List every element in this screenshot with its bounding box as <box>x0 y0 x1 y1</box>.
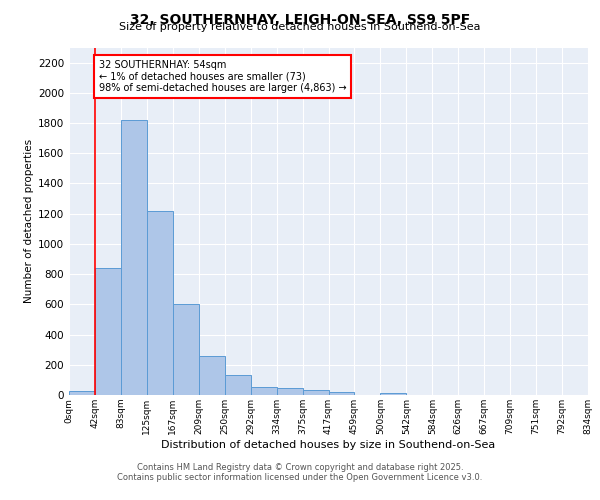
Bar <box>329 392 355 395</box>
Text: Size of property relative to detached houses in Southend-on-Sea: Size of property relative to detached ho… <box>119 22 481 32</box>
Bar <box>147 210 173 395</box>
Text: 32, SOUTHERNHAY, LEIGH-ON-SEA, SS9 5PF: 32, SOUTHERNHAY, LEIGH-ON-SEA, SS9 5PF <box>130 12 470 26</box>
Y-axis label: Number of detached properties: Number of detached properties <box>24 139 34 304</box>
Bar <box>69 391 95 395</box>
Bar <box>277 388 302 395</box>
Bar <box>380 392 406 395</box>
Text: Contains public sector information licensed under the Open Government Licence v3: Contains public sector information licen… <box>118 472 482 482</box>
Bar <box>95 268 121 395</box>
Bar <box>302 390 329 395</box>
Text: Contains HM Land Registry data © Crown copyright and database right 2025.: Contains HM Land Registry data © Crown c… <box>137 462 463 471</box>
Bar <box>199 356 224 395</box>
Bar <box>251 388 277 395</box>
X-axis label: Distribution of detached houses by size in Southend-on-Sea: Distribution of detached houses by size … <box>161 440 496 450</box>
Bar <box>121 120 147 395</box>
Bar <box>225 376 251 395</box>
Text: 32 SOUTHERNHAY: 54sqm
← 1% of detached houses are smaller (73)
98% of semi-detac: 32 SOUTHERNHAY: 54sqm ← 1% of detached h… <box>99 60 346 93</box>
Bar <box>173 304 199 395</box>
